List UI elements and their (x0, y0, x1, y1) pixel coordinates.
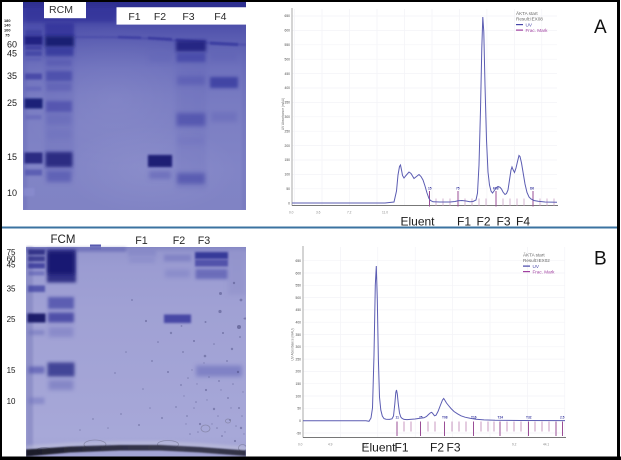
svg-text:-50: -50 (296, 431, 301, 435)
svg-text:60: 60 (7, 40, 17, 50)
svg-text:75: 75 (456, 187, 460, 191)
svg-text:25: 25 (7, 98, 17, 108)
svg-text:140: 140 (4, 23, 11, 28)
svg-text:ÄKTA start: ÄKTA start (516, 10, 538, 16)
svg-text:T16: T16 (471, 416, 477, 420)
svg-text:0: 0 (288, 201, 290, 205)
svg-text:100: 100 (4, 28, 11, 33)
svg-text:75: 75 (7, 248, 16, 257)
svg-text:T32: T32 (526, 416, 532, 420)
svg-text:9.2: 9.2 (512, 443, 517, 447)
svg-text:650: 650 (295, 259, 301, 263)
svg-text:0.0: 0.0 (289, 211, 294, 215)
svg-text:F1: F1 (457, 215, 471, 229)
svg-text:180: 180 (4, 18, 11, 23)
svg-text:500: 500 (295, 296, 301, 300)
svg-text:650: 650 (284, 14, 290, 18)
svg-text:FCM: FCM (51, 234, 76, 246)
svg-text:50: 50 (286, 187, 290, 191)
svg-text:450: 450 (295, 308, 301, 312)
svg-text:100: 100 (295, 394, 301, 398)
svg-text:15: 15 (7, 152, 17, 162)
svg-text:250: 250 (284, 129, 290, 133)
svg-text:F4: F4 (516, 215, 530, 229)
svg-text:F4: F4 (214, 11, 226, 23)
svg-text:250: 250 (295, 357, 301, 361)
svg-text:F3: F3 (182, 11, 194, 23)
svg-text:F2: F2 (173, 235, 186, 247)
svg-text:UV Absorbance (mAU): UV Absorbance (mAU) (281, 98, 285, 130)
svg-text:15: 15 (428, 187, 432, 191)
svg-text:9.8: 9.8 (363, 443, 368, 447)
svg-text:50: 50 (297, 407, 301, 411)
svg-text:Eluent: Eluent (361, 441, 396, 455)
svg-text:11.0: 11.0 (382, 211, 388, 215)
svg-text:25: 25 (7, 315, 16, 324)
svg-text:F3: F3 (496, 215, 510, 229)
svg-text:UV Absorbance (mAU): UV Absorbance (mAU) (291, 328, 295, 360)
svg-text:F1: F1 (128, 11, 140, 23)
svg-text:F2: F2 (476, 215, 490, 229)
svg-text:Frac. Mark: Frac. Mark (533, 269, 556, 274)
svg-text:ÄKTA start: ÄKTA start (523, 252, 545, 258)
svg-text:2.5: 2.5 (560, 416, 565, 420)
svg-text:7.2: 7.2 (347, 211, 352, 215)
svg-text:350: 350 (295, 333, 301, 337)
svg-text:35: 35 (7, 71, 17, 81)
svg-text:10: 10 (7, 188, 17, 198)
svg-text:75: 75 (5, 32, 10, 37)
svg-text:F2: F2 (154, 11, 166, 23)
svg-text:45: 45 (7, 261, 16, 270)
svg-text:F2: F2 (430, 441, 444, 455)
svg-text:Eluent: Eluent (400, 215, 435, 229)
svg-text:B: B (594, 249, 607, 270)
svg-text:550: 550 (295, 284, 301, 288)
svg-text:200: 200 (295, 370, 301, 374)
svg-text:3.6: 3.6 (316, 211, 321, 215)
svg-text:11: 11 (396, 416, 400, 420)
svg-text:550: 550 (284, 43, 290, 47)
svg-text:Result:IEX08: Result:IEX08 (516, 17, 543, 22)
svg-text:15: 15 (7, 366, 16, 375)
svg-text:45: 45 (7, 48, 17, 58)
svg-text:RCM: RCM (49, 4, 73, 16)
svg-text:100: 100 (284, 173, 290, 177)
svg-text:600: 600 (295, 271, 301, 275)
svg-text:150: 150 (295, 382, 301, 386)
svg-text:350: 350 (284, 101, 290, 105)
svg-text:300: 300 (284, 115, 290, 119)
svg-text:T08: T08 (442, 416, 448, 420)
svg-text:0.0: 0.0 (298, 443, 303, 447)
svg-text:500: 500 (284, 57, 290, 61)
svg-text:60: 60 (7, 254, 16, 263)
svg-text:T24: T24 (498, 416, 504, 420)
svg-text:F3: F3 (446, 441, 460, 455)
svg-text:Frac. Mark: Frac. Mark (526, 28, 549, 33)
svg-text:0: 0 (299, 419, 301, 423)
svg-text:44.1: 44.1 (543, 443, 549, 447)
svg-text:35: 35 (7, 285, 16, 294)
svg-text:300: 300 (295, 345, 301, 349)
svg-text:F1: F1 (394, 441, 408, 455)
svg-text:D6: D6 (530, 187, 534, 191)
svg-text:4.9: 4.9 (328, 443, 333, 447)
svg-text:10: 10 (7, 397, 16, 406)
svg-text:F3: F3 (198, 235, 211, 247)
svg-text:400: 400 (284, 86, 290, 90)
svg-text:200: 200 (284, 144, 290, 148)
svg-text:UV: UV (533, 264, 540, 269)
svg-text:F1: F1 (135, 235, 148, 247)
svg-text:150: 150 (284, 158, 290, 162)
svg-text:450: 450 (284, 72, 290, 76)
svg-text:UV: UV (526, 22, 533, 27)
svg-text:600: 600 (284, 29, 290, 33)
svg-text:A: A (594, 17, 607, 38)
svg-text:Result:IEX02: Result:IEX02 (523, 258, 550, 263)
svg-text:400: 400 (295, 321, 301, 325)
